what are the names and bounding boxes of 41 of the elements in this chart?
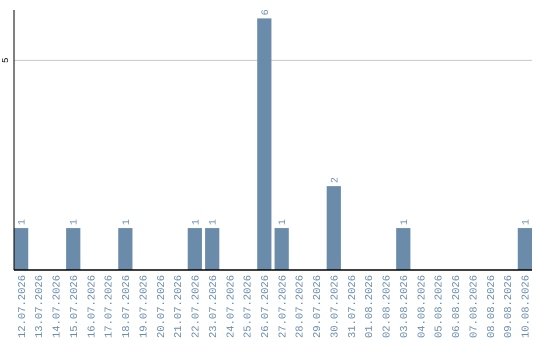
x-tick-label: 18.07.2026 xyxy=(121,275,134,338)
x-tick-label: 15.07.2026 xyxy=(68,275,81,338)
x-tick-label: 07.08.2026 xyxy=(468,275,480,338)
x-tick-label: 22.07.2026 xyxy=(190,275,203,338)
data-label: 1 xyxy=(208,219,220,226)
x-tick-label: 19.07.2026 xyxy=(138,275,150,338)
x-tick-label: 27.07.2026 xyxy=(277,275,290,338)
y-tick-label: 5 xyxy=(1,58,11,64)
x-tick-label: 20.07.2026 xyxy=(156,275,168,338)
data-label: 1 xyxy=(521,219,532,226)
x-tick-label: 03.08.2026 xyxy=(398,275,411,338)
x-tick-label: 29.07.2026 xyxy=(312,275,324,338)
x-tick-label: 08.08.2026 xyxy=(486,275,498,338)
x-tick-label: 13.07.2026 xyxy=(34,275,46,338)
x-tick-label: 05.08.2026 xyxy=(434,275,446,338)
x-tick-label: 26.07.2026 xyxy=(260,275,272,338)
x-tick-label: 23.07.2026 xyxy=(208,275,220,338)
x-tick-label: 06.08.2026 xyxy=(451,275,464,338)
x-tick-label: 17.07.2026 xyxy=(104,275,116,338)
x-tick-label: 24.07.2026 xyxy=(225,275,238,338)
data-label: 1 xyxy=(122,219,133,226)
x-tick-label: 16.07.2026 xyxy=(86,275,98,338)
x-tick-label: 14.07.2026 xyxy=(52,275,64,338)
x-tick-label: 31.07.2026 xyxy=(346,275,359,338)
x-tick-label: 02.08.2026 xyxy=(382,275,394,338)
x-tick-label: 21.07.2026 xyxy=(173,275,186,338)
data-label: 1 xyxy=(278,219,290,226)
x-tick-label: 04.08.2026 xyxy=(416,275,428,338)
x-tick-label: 01.08.2026 xyxy=(364,275,376,338)
data-label: 1 xyxy=(18,219,29,226)
x-tick-label: 10.08.2026 xyxy=(520,275,533,338)
data-label: 1 xyxy=(191,219,202,226)
x-tick-label: 25.07.2026 xyxy=(242,275,255,338)
data-label: 2 xyxy=(330,177,342,184)
data-label: 6 xyxy=(260,9,272,16)
data-label: 1 xyxy=(70,219,81,226)
x-tick-label: 12.07.2026 xyxy=(16,275,29,338)
x-tick-label: 30.07.2026 xyxy=(329,275,342,338)
x-tick-label: 28.07.2026 xyxy=(294,275,307,338)
data-label: 1 xyxy=(400,219,411,226)
x-tick-label: 09.08.2026 xyxy=(503,275,516,338)
